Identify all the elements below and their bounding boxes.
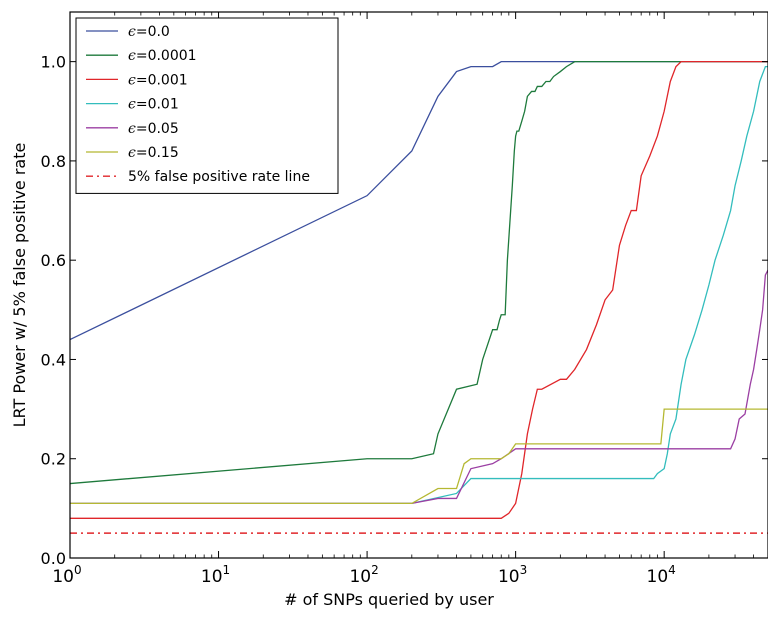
- x-tick-base: 10: [349, 567, 371, 587]
- x-axis-label: # of SNPs queried by user: [284, 590, 494, 609]
- y-axis-label: LRT Power w/ 5% false positive rate: [10, 143, 29, 428]
- legend-label: ϵ=0.0001: [128, 48, 197, 64]
- x-tick-label: 100: [52, 563, 81, 587]
- x-tick-base: 10: [201, 567, 223, 587]
- legend-value: =0.15: [136, 145, 179, 161]
- legend: ϵ=0.0ϵ=0.0001ϵ=0.001ϵ=0.01ϵ=0.05ϵ=0.155%…: [75, 17, 339, 194]
- x-tick-base: 10: [52, 567, 74, 587]
- y-tick-label: 0.4: [41, 350, 66, 369]
- legend-value: =0.0: [136, 24, 170, 40]
- legend-symbol: ϵ: [128, 24, 136, 40]
- legend-symbol: ϵ: [128, 145, 136, 161]
- x-tick-exponent: 3: [520, 563, 528, 577]
- x-tick-label: 101: [201, 563, 230, 587]
- x-tick-exponent: 1: [223, 563, 231, 577]
- series-line-5: [70, 408, 768, 505]
- x-tick-label: 103: [498, 563, 527, 587]
- legend-value: =0.001: [136, 72, 188, 88]
- series-line-0: [70, 60, 768, 341]
- x-tick-base: 10: [498, 567, 520, 587]
- y-tick-label: 0.2: [41, 450, 66, 469]
- legend-value: =0.05: [136, 121, 179, 137]
- series-line-3: [70, 65, 768, 505]
- legend-value: =0.01: [136, 97, 179, 113]
- y-tick-label: 1.0: [41, 53, 66, 72]
- y-tick-label: 0.6: [41, 251, 66, 270]
- x-tick-base: 10: [647, 567, 669, 587]
- legend-label: ϵ=0.001: [128, 72, 188, 88]
- legend-symbol: ϵ: [128, 121, 136, 137]
- legend-label: ϵ=0.05: [128, 121, 179, 137]
- legend-symbol: ϵ: [128, 72, 136, 88]
- legend-box: [75, 17, 339, 194]
- series-line-4: [70, 269, 768, 505]
- legend-label: ϵ=0.01: [128, 97, 179, 113]
- series-line-2: [70, 60, 768, 519]
- legend-label: ϵ=0.0: [128, 24, 170, 40]
- legend-label: 5% false positive rate line: [128, 169, 310, 185]
- x-tick-exponent: 2: [371, 563, 379, 577]
- series-line-1: [70, 60, 768, 485]
- plot-frame: [69, 11, 768, 559]
- y-tick-label: 0.8: [41, 152, 66, 171]
- y-tick-label: 0.0: [41, 549, 66, 568]
- legend-symbol: ϵ: [128, 48, 136, 64]
- series-layer: [70, 60, 768, 534]
- x-tick-label: 104: [647, 563, 676, 587]
- legend-symbol: ϵ: [128, 97, 136, 113]
- legend-value: =0.0001: [136, 48, 197, 64]
- legend-label: ϵ=0.15: [128, 145, 179, 161]
- x-tick-label: 102: [349, 563, 378, 587]
- x-tick-exponent: 0: [74, 563, 82, 577]
- x-tick-exponent: 4: [668, 563, 676, 577]
